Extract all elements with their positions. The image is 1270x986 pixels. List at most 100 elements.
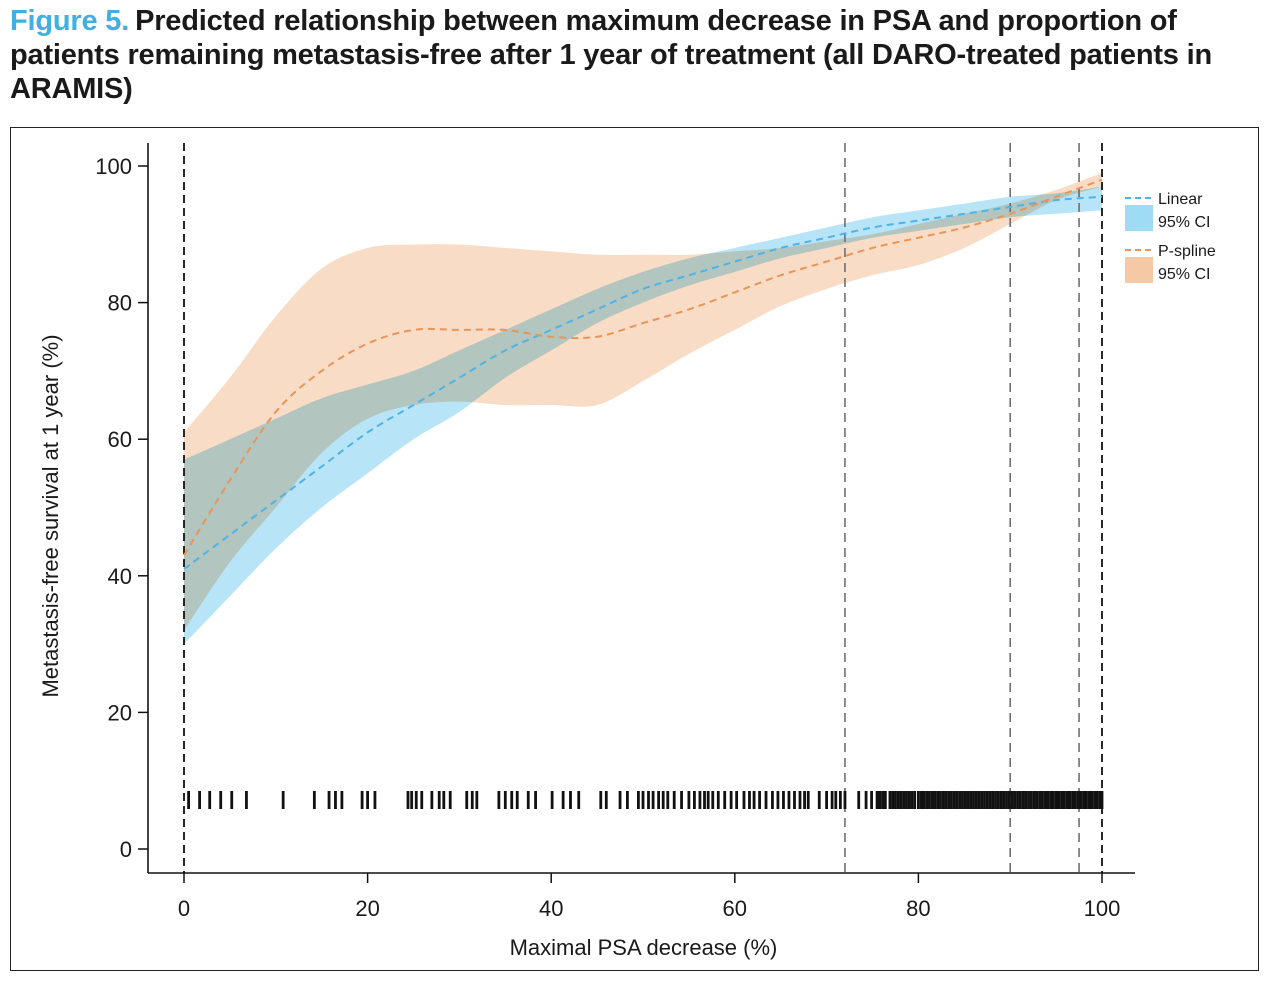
rug-tick [952, 791, 956, 809]
rug-tick [187, 791, 190, 809]
rug-tick [1051, 791, 1055, 809]
linear-legend-label: Linear [1158, 191, 1203, 208]
linear-legend-ci-swatch [1125, 205, 1153, 231]
rug-tick [641, 791, 645, 809]
rug-tick [651, 791, 655, 809]
rug-tick [1065, 791, 1069, 809]
rug-tick [647, 791, 650, 809]
rug-tick [1002, 791, 1006, 809]
series-lines [183, 178, 1103, 570]
linear-legend-ci-label: 95% CI [1158, 214, 1210, 231]
rug-tick [698, 791, 702, 809]
rug-tick [1035, 791, 1039, 809]
rug-tick [625, 791, 629, 809]
rug-tick [864, 791, 868, 809]
rug-tick [420, 791, 424, 809]
y-tick-label: 100 [95, 154, 132, 179]
figure-label: Figure 5. [10, 5, 130, 37]
rug-tick [742, 791, 746, 809]
rug-tick [1007, 791, 1011, 809]
rug-tick [534, 791, 537, 809]
rug-tick [219, 791, 223, 809]
rug-tick [933, 791, 937, 809]
rug-tick [711, 791, 715, 809]
rug-tick [870, 791, 873, 809]
rug-tick [414, 791, 418, 809]
rug-tick [776, 791, 780, 809]
rug-tick [793, 791, 796, 809]
x-tick-label: 100 [1084, 896, 1121, 921]
rug-tick [939, 791, 942, 809]
y-tick-label: 20 [108, 700, 132, 725]
rug-tick [843, 791, 847, 809]
rug-tick [561, 791, 565, 809]
rug-tick [996, 791, 1000, 809]
rug-tick [703, 791, 706, 809]
rug-tick [905, 791, 908, 809]
rug-tick [430, 791, 434, 809]
rug-tick [281, 791, 285, 809]
rug-tick [1057, 791, 1061, 809]
legend: Linear 95% CI P-spline 95% CI [1125, 191, 1216, 283]
rug-tick [830, 791, 834, 809]
rug-tick [881, 791, 884, 809]
rug-tick [972, 791, 975, 809]
rug-tick [230, 791, 234, 809]
rug-tick [735, 791, 739, 809]
rug-tick [941, 791, 945, 809]
rug-tick [672, 791, 676, 809]
rug-tick [1016, 791, 1019, 809]
figure-caption: Figure 5. Predicted relationship between … [10, 4, 1260, 106]
rug-tick [888, 791, 892, 809]
rug-tick [994, 791, 997, 809]
rug-tick [515, 791, 519, 809]
rug-tick [798, 791, 802, 809]
rug-tick [366, 791, 369, 809]
rug-tick [878, 791, 882, 809]
rug-tick [327, 791, 331, 809]
rug-tick [1027, 791, 1030, 809]
linear-line [183, 195, 1103, 570]
rug-tick [1021, 791, 1025, 809]
rug-tick [526, 791, 530, 809]
rug-tick [706, 791, 710, 809]
rug-tick [716, 791, 720, 809]
rug-tick [977, 791, 981, 809]
rug-tick [806, 791, 810, 809]
rug-plot [187, 791, 1104, 809]
rug-tick [891, 791, 895, 809]
rug-tick [1040, 791, 1044, 809]
rug-tick [599, 791, 603, 809]
rug-tick [803, 791, 806, 809]
y-tick-label: 60 [108, 427, 132, 452]
rug-tick [497, 791, 501, 809]
rug-tick [657, 791, 661, 809]
rug-tick [1010, 791, 1014, 809]
rug-tick [1098, 791, 1102, 809]
y-tick-label: 40 [108, 564, 132, 589]
rug-tick [936, 791, 940, 809]
rug-tick [198, 791, 202, 809]
rug-tick [1087, 791, 1091, 809]
ci-bands [184, 172, 1102, 645]
rug-tick [729, 791, 733, 809]
x-tick-label: 20 [355, 896, 379, 921]
rug-tick [410, 791, 414, 809]
rug-tick [752, 791, 756, 809]
rug-tick [666, 791, 670, 809]
p-spline-legend-ci-swatch [1125, 257, 1153, 283]
rug-tick [758, 791, 761, 809]
figure-title: Predicted relationship between maximum d… [10, 5, 1212, 105]
rug-tick [875, 791, 879, 809]
rug-tick [825, 791, 828, 809]
rug-tick [896, 791, 900, 809]
rug-tick [913, 791, 917, 809]
rug-tick [988, 791, 992, 809]
rug-tick [1093, 791, 1097, 809]
rug-tick [442, 791, 446, 809]
rug-tick [680, 791, 683, 809]
rug-tick [838, 791, 842, 809]
rug-tick [958, 791, 962, 809]
rug-tick [437, 791, 441, 809]
rug-tick [899, 791, 903, 809]
